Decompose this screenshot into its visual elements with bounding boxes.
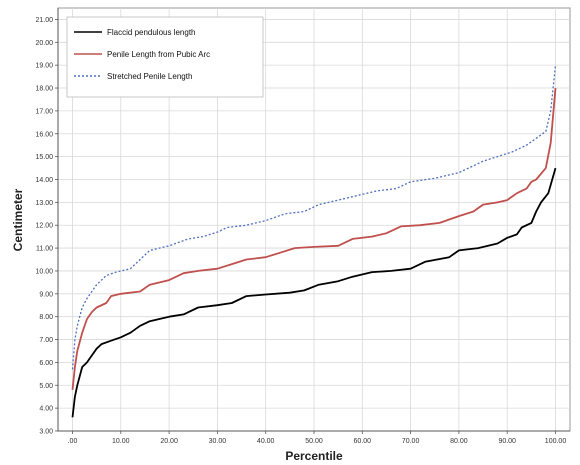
y-tick-label: 19.00 — [35, 63, 53, 70]
y-tick-label: 14.00 — [35, 177, 53, 184]
y-tick-label: 7.00 — [39, 337, 53, 344]
axis-ticks: .00 10.00 20.00 30.00 40.00 50.00 60.00 70.00 80… — [35, 17, 566, 445]
y-tick-label: 13.00 — [35, 200, 53, 207]
y-tick-label: 5.00 — [39, 383, 53, 390]
x-axis-title: Percentile — [285, 449, 343, 463]
y-tick-label: 18.00 — [35, 86, 53, 93]
x-tick-label: 90.00 — [498, 438, 516, 445]
x-tick-label: 100.00 — [545, 438, 567, 445]
x-tick-label: .00 — [68, 438, 78, 445]
x-tick-label: 80.00 — [450, 438, 468, 445]
series-line-flaccid — [71, 167, 557, 418]
y-tick-label: 9.00 — [39, 291, 53, 298]
y-tick-label: 21.00 — [35, 17, 53, 24]
x-tick-label: 10.00 — [112, 438, 130, 445]
y-tick-label: 3.00 — [39, 429, 53, 436]
series-line-stretched — [71, 65, 557, 370]
legend-label-flaccid: Flaccid pendulous length — [107, 28, 196, 37]
y-tick-label: 8.00 — [39, 314, 53, 321]
legend-label-stretched: Stretched Penile Length — [107, 72, 192, 81]
x-tick-label: 30.00 — [209, 438, 227, 445]
y-tick-label: 17.00 — [35, 108, 53, 115]
x-tick-label: 40.00 — [257, 438, 275, 445]
y-tick-label: 12.00 — [35, 223, 53, 230]
y-axis-title: Centimeter — [11, 188, 25, 251]
x-tick-label: 70.00 — [402, 438, 420, 445]
y-tick-label: 11.00 — [36, 246, 53, 253]
y-tick-label: 4.00 — [39, 406, 53, 413]
grid-lines — [58, 8, 570, 432]
y-tick-label: 6.00 — [39, 360, 53, 367]
y-tick-label: 15.00 — [35, 154, 53, 161]
x-tick-label: 20.00 — [160, 438, 178, 445]
series-lines — [71, 65, 557, 418]
x-tick-label: 60.00 — [354, 438, 372, 445]
x-tick-label: 50.00 — [305, 438, 323, 445]
series-line-pubic-arc — [71, 87, 557, 390]
y-tick-label: 10.00 — [35, 268, 53, 275]
y-tick-label: 16.00 — [35, 131, 53, 138]
legend: Flaccid pendulous length Penile Length f… — [66, 16, 264, 98]
y-tick-label: 20.00 — [35, 40, 53, 47]
legend-box — [66, 16, 264, 98]
legend-label-pubic-arc: Penile Length from Pubic Arc — [107, 50, 210, 59]
